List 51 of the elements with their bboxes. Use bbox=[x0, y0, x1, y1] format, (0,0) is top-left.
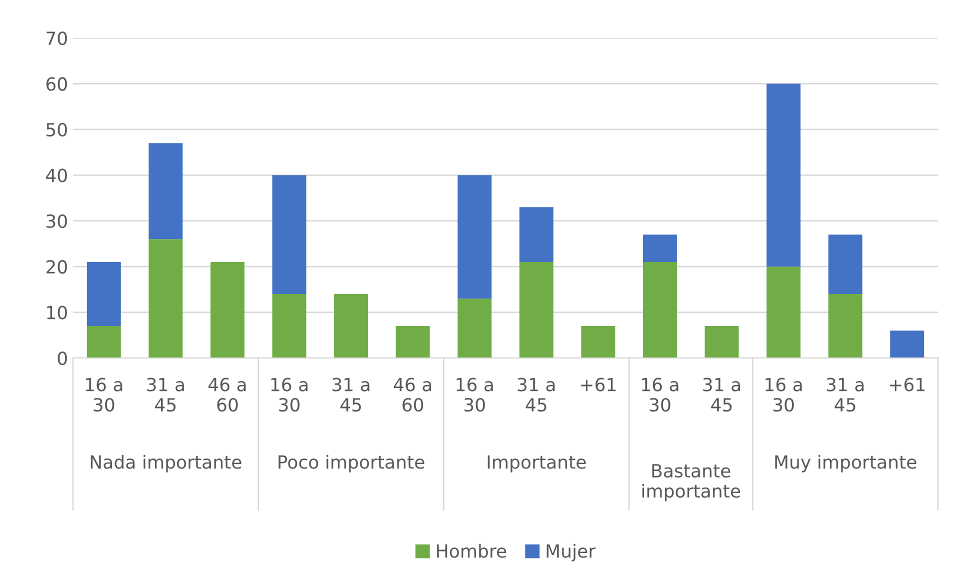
y-tick-label: 70 bbox=[46, 31, 67, 46]
bar bbox=[766, 266, 801, 358]
x-tick-label: 16 a 30 bbox=[642, 378, 678, 412]
x-tick-label: 31 a 45 bbox=[518, 378, 555, 412]
x-tick-label: 16 a 30 bbox=[86, 378, 122, 412]
bar bbox=[458, 298, 492, 358]
y-tick-label: 10 bbox=[47, 306, 67, 320]
x-tick-label: +61 bbox=[890, 378, 924, 392]
x-tick-label: 46 a 60 bbox=[208, 378, 246, 412]
bar bbox=[519, 207, 554, 262]
bar bbox=[272, 175, 306, 294]
text: Muy importante bbox=[775, 454, 916, 472]
y-tick-label: 30 bbox=[46, 214, 67, 228]
bar bbox=[581, 326, 616, 358]
bar bbox=[148, 143, 183, 240]
text: Nada importante bbox=[90, 454, 242, 472]
text: Importante bbox=[488, 455, 586, 472]
bar bbox=[334, 294, 368, 358]
bar bbox=[272, 294, 306, 358]
x-tick-label: 31 a 45 bbox=[826, 378, 864, 412]
bar bbox=[642, 262, 677, 358]
x-tick-label: 31 a 45 bbox=[147, 378, 184, 412]
y-tick-label: 20 bbox=[46, 260, 67, 274]
x-tick-label: 16 a 30 bbox=[271, 378, 308, 412]
bar bbox=[396, 326, 430, 358]
bar bbox=[210, 262, 244, 358]
text: Bastante importante bbox=[642, 464, 740, 502]
bar bbox=[458, 175, 492, 299]
x-tick-label: +61 bbox=[581, 378, 616, 392]
x-tick-label: 46 a 60 bbox=[394, 378, 432, 412]
bar bbox=[890, 330, 924, 358]
bar bbox=[519, 262, 554, 358]
bar bbox=[766, 84, 801, 267]
bar bbox=[86, 326, 121, 358]
x-tick-label: 31 a 45 bbox=[703, 378, 740, 412]
y-tick-label: 40 bbox=[46, 168, 67, 182]
bar bbox=[828, 234, 862, 294]
bar bbox=[642, 234, 677, 262]
y-tick-label: 60 bbox=[46, 77, 67, 91]
text: Poco importante bbox=[278, 454, 424, 472]
x-tick-label: 16 a 30 bbox=[456, 378, 493, 412]
legend-label: Hombre bbox=[437, 544, 506, 558]
y-tick-label: 0 bbox=[58, 351, 67, 366]
x-tick-label: 16 a 30 bbox=[766, 378, 802, 412]
bar bbox=[86, 262, 121, 326]
legend-label: Mujer bbox=[546, 544, 596, 562]
x-tick-label: 31 a 45 bbox=[332, 378, 370, 412]
y-tick-label: 50 bbox=[46, 122, 67, 137]
bar bbox=[704, 326, 739, 358]
bar bbox=[148, 239, 183, 358]
bar bbox=[828, 294, 862, 358]
